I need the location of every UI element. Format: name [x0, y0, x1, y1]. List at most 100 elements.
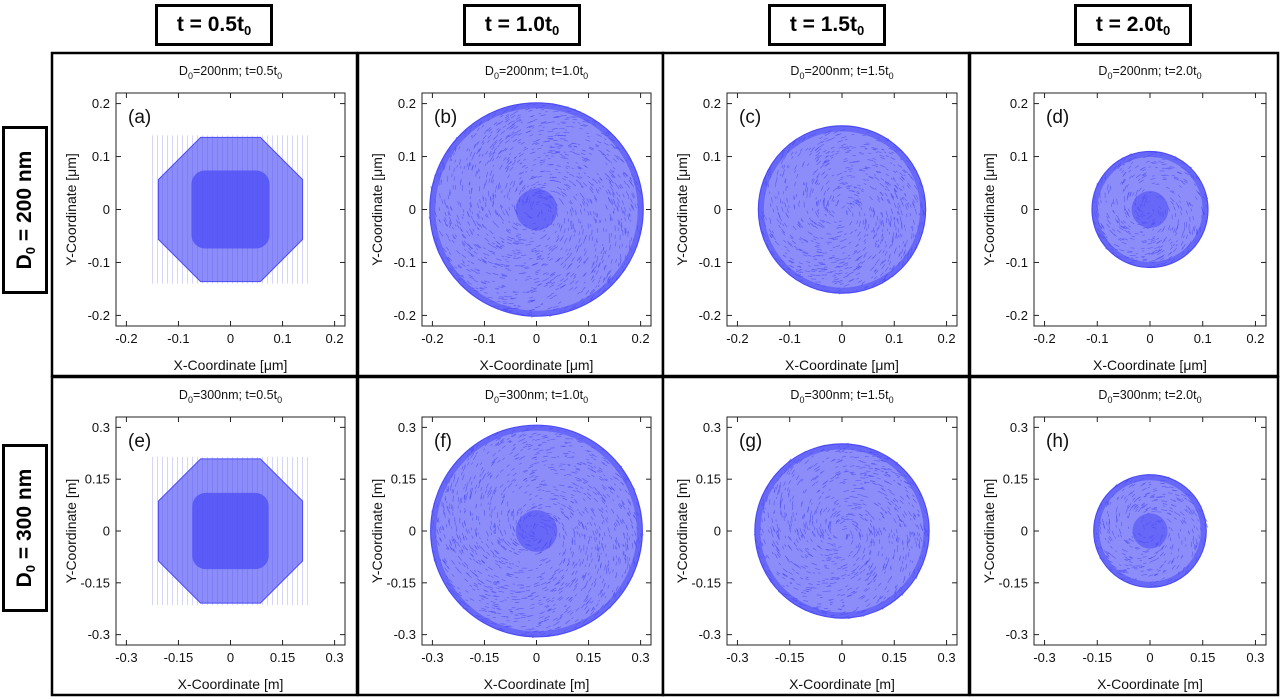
particle-bond [880, 211, 882, 216]
particle-bond [452, 236, 455, 239]
particle-bond [617, 262, 620, 267]
particle-bond [591, 507, 595, 512]
particle-bond [885, 168, 889, 171]
particle-bond [451, 489, 453, 494]
particle-bond [607, 188, 611, 194]
particle-bond [867, 223, 870, 229]
particle-bond [560, 587, 564, 591]
particle-bond [484, 226, 488, 230]
particle-bond [629, 176, 632, 180]
particle-bond [866, 179, 869, 181]
particle-bond [802, 533, 806, 539]
particle-bond [884, 259, 887, 262]
particle-bond [615, 575, 617, 579]
particle-rim [430, 103, 643, 316]
particle-bond [896, 476, 900, 479]
particle-bond [859, 528, 862, 532]
particle-bond [918, 513, 920, 517]
particle-bond [478, 559, 481, 563]
particle-bond [806, 539, 809, 543]
particle-bond [493, 603, 499, 606]
particle-bond [495, 442, 500, 447]
particle-bond [586, 198, 590, 203]
particle-bond [827, 495, 831, 499]
y-tick-label: 0.1 [92, 149, 110, 164]
particle-bond [802, 251, 809, 254]
particle-bond [1120, 221, 1124, 225]
particle-bond [552, 597, 555, 600]
particle-bond [619, 488, 622, 491]
particle-bond [595, 188, 598, 191]
particle-bond [883, 474, 888, 477]
particle-bond [495, 607, 500, 610]
particle-bond [487, 242, 493, 247]
particle-bond [605, 509, 608, 513]
particle-bond [1150, 177, 1156, 180]
particle-bond [810, 538, 813, 542]
particle-bond [467, 243, 471, 247]
particle-bond [531, 148, 535, 151]
particle-bond [442, 559, 447, 565]
particle-bond [608, 486, 613, 490]
particle-bond [491, 158, 495, 162]
particle-bond [815, 506, 819, 512]
particle-bond [511, 131, 515, 134]
particle-bond [583, 281, 586, 284]
particle-bond [540, 250, 544, 253]
particle-bond [467, 211, 470, 218]
particle-bond [567, 516, 569, 519]
particle-bond [549, 566, 553, 570]
particle-bond [562, 582, 565, 585]
particle-bond [598, 599, 600, 602]
particle-bond [868, 467, 873, 470]
particle-bond [613, 210, 615, 214]
particle-bond [569, 611, 574, 616]
particle-bond [557, 596, 563, 600]
particle-bond [1134, 165, 1139, 169]
particle-bond [479, 536, 481, 540]
particle-bond [781, 231, 786, 236]
particle-bond [632, 192, 636, 199]
particle-bond [510, 538, 513, 541]
particle-bond [551, 587, 557, 591]
particle-bond [577, 167, 582, 170]
particle-bond [523, 503, 527, 508]
x-tick-label: 0 [838, 331, 845, 346]
particle-bond [453, 473, 456, 478]
particle-bond [855, 199, 861, 204]
particle-bond [1111, 228, 1116, 232]
particle-bond [837, 186, 842, 190]
particle-bond [489, 588, 493, 591]
particle-bond [894, 506, 899, 512]
particle-bond [548, 576, 554, 581]
particle-bond [585, 580, 589, 585]
particle-bond [514, 240, 520, 243]
particle-bond [1154, 247, 1157, 250]
particle-bond [478, 149, 480, 152]
particle-bond [913, 184, 918, 190]
particle-bond [627, 196, 630, 200]
particle-bond [884, 497, 890, 501]
particle-bond [564, 605, 567, 607]
particle-bond [567, 227, 570, 232]
particle-bond [601, 255, 604, 261]
particle-bond [517, 114, 521, 117]
particle-bond [853, 186, 858, 188]
particle-bond [492, 280, 495, 283]
particle-bond [841, 225, 845, 228]
particle-bond [485, 568, 488, 571]
particle-bond [765, 555, 768, 559]
particle-bond [833, 502, 837, 505]
particle-bond [456, 491, 458, 495]
x-tick-label: 0.1 [885, 331, 903, 346]
particle-bond [1168, 238, 1171, 242]
particle-bond [1167, 251, 1172, 256]
particle-bond [835, 503, 840, 506]
particle-bond [525, 107, 531, 111]
particle-bond [612, 146, 616, 150]
particle-bond [625, 191, 630, 197]
particle-bond [901, 169, 906, 174]
particle-bond [819, 143, 824, 148]
particle-bond [444, 512, 446, 518]
particle-bond [530, 598, 534, 600]
